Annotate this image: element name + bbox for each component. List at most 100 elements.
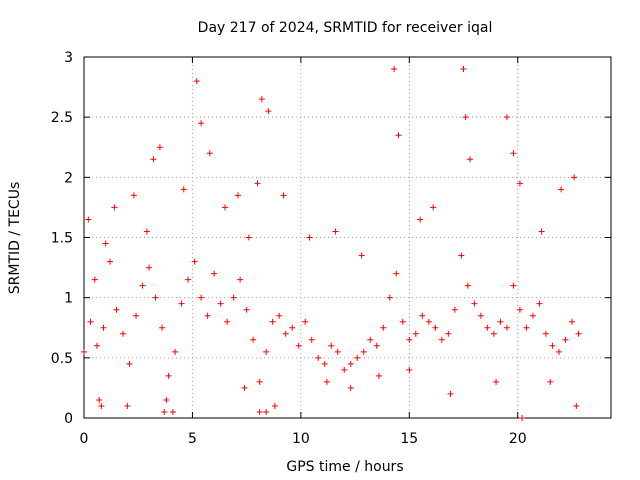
data-point [156,144,163,151]
data-point [575,330,582,337]
data-point [321,360,328,367]
data-point [152,294,159,301]
data-point [460,66,467,73]
data-point [334,348,341,355]
data-point [221,204,228,211]
data-point [265,108,272,115]
data-point [519,415,526,421]
data-point [497,318,504,325]
data-point [417,216,424,223]
data-point [432,324,439,331]
data-point [529,312,536,319]
grid [84,57,611,418]
data-point [547,378,554,385]
data-point [206,150,213,157]
data-point [516,180,523,187]
data-point [130,192,137,199]
x-tick-label: 10 [292,431,310,447]
data-point [198,294,205,301]
data-point [341,366,348,373]
data-point [163,396,170,403]
data-point [347,384,354,391]
data-point [419,312,426,319]
data-point [393,270,400,277]
data-point [395,132,402,139]
data-point [100,324,107,331]
data-point [139,282,146,289]
data-point [113,306,120,313]
data-point [289,324,296,331]
data-point [143,228,150,235]
data-point [120,330,127,337]
data-point [256,378,263,385]
data-point [516,306,523,313]
data-point [406,366,413,373]
data-point [111,204,118,211]
data-point [467,156,474,163]
data-point [263,408,270,415]
x-tick-label: 5 [188,431,197,447]
data-point [354,354,361,361]
data-point [91,276,98,283]
data-point [399,318,406,325]
data-point [295,342,302,349]
data-point [542,330,549,337]
data-point [573,402,580,409]
data-point [458,252,465,259]
series-srmtid-upper-scatter- [85,66,578,283]
data-point [510,150,517,157]
data-point [254,180,261,187]
data-point [562,336,569,343]
data-point [571,174,578,181]
data-point [523,324,530,331]
data-point [234,192,241,199]
y-tick-label: 0 [64,411,73,427]
data-point [490,330,497,337]
data-point [386,294,393,301]
data-point [126,360,133,367]
data-points [81,66,582,421]
y-tick-label: 3 [64,50,73,66]
data-point [430,204,437,211]
data-point [549,342,556,349]
data-point [315,354,322,361]
data-point [438,336,445,343]
plot-frame [83,56,612,419]
data-point [471,300,478,307]
x-tick-label: 20 [509,431,527,447]
data-point [375,372,382,379]
data-point [568,318,575,325]
data-point [250,336,257,343]
data-point [536,300,543,307]
data-point [558,186,565,193]
data-point [328,342,335,349]
data-point [425,318,432,325]
y-tick-label: 2.5 [51,110,73,126]
data-point [451,306,458,313]
data-point [256,408,263,415]
data-point [391,66,398,73]
data-point [360,348,367,355]
data-point [538,228,545,235]
data-point [276,312,283,319]
data-point [96,396,103,403]
data-point [282,330,289,337]
data-point [133,312,140,319]
data-point [191,258,198,265]
data-point [230,294,237,301]
data-point [464,282,471,289]
data-point [280,192,287,199]
data-point [380,324,387,331]
data-point [165,372,172,379]
data-point [124,402,131,409]
data-point [198,120,205,127]
data-point [493,378,500,385]
data-point [358,252,365,259]
data-point [367,336,374,343]
data-point [87,318,94,325]
data-point [302,318,309,325]
data-point [159,324,166,331]
data-point [85,216,92,223]
x-tick-label: 0 [80,431,89,447]
data-point [412,330,419,337]
